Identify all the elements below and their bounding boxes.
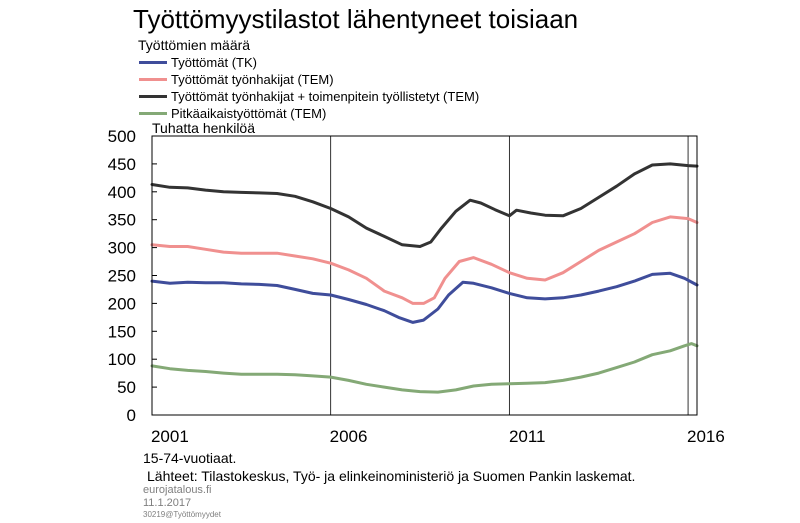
plot-frame <box>151 135 698 416</box>
legend-label: Pitkäaikaistyöttömät (TEM) <box>171 106 327 121</box>
chart-title: Työttömyystilastot lähentyneet toisiaan <box>133 4 579 34</box>
legend-item-tem-plus: Työttömät työnhakijat + toimenpitein työ… <box>139 88 479 105</box>
y-tick-label: 100 <box>108 350 136 369</box>
legend-swatch <box>139 78 167 81</box>
legend-item-tk: Työttömät (TK) <box>139 54 479 71</box>
x-tick-label: 2016 <box>687 427 725 446</box>
y-tick-label: 400 <box>108 183 136 202</box>
footer-site: eurojatalous.fi <box>143 484 212 496</box>
chart-subtitle: Työttömien määrä <box>138 37 251 53</box>
note-age-range: 15-74-vuotiaat. <box>143 450 237 466</box>
y-axis-unit-label: Tuhatta henkilöä <box>152 120 255 136</box>
y-tick-label: 500 <box>108 127 136 146</box>
y-tick-label: 250 <box>108 267 136 286</box>
grid <box>330 136 689 415</box>
x-tick-label: 2011 <box>509 427 546 446</box>
x-tick-label: 2001 <box>151 427 189 446</box>
legend-label: Työttömät (TK) <box>171 55 257 70</box>
series-line-2 <box>150 215 699 305</box>
y-tick-label: 200 <box>108 294 136 313</box>
y-axis: 0 50 100 150 200 250 300 350 400 450 500 <box>108 127 157 425</box>
legend: Työttömät (TK) Työttömät työnhakijat (TE… <box>139 54 479 122</box>
series-line-3 <box>150 162 699 248</box>
y-tick-label: 50 <box>117 378 136 397</box>
footer-date: 11.1.2017 <box>143 497 192 509</box>
legend-item-tem: Työttömät työnhakijat (TEM) <box>139 71 479 88</box>
y-tick-label: 0 <box>127 406 136 425</box>
x-axis: 2001 2006 2011 2016 <box>151 427 725 446</box>
x-tick-label: 2006 <box>330 427 368 446</box>
notes: 15-74-vuotiaat. Lähteet: Tilastokeskus, … <box>143 449 635 485</box>
y-tick-label: 350 <box>108 211 136 230</box>
series-line-1 <box>150 271 699 324</box>
series-line-4 <box>150 342 699 394</box>
y-tick-label: 150 <box>108 322 136 341</box>
legend-item-long-term: Pitkäaikaistyöttömät (TEM) <box>139 105 479 122</box>
legend-swatch <box>139 61 167 64</box>
legend-swatch <box>139 95 167 98</box>
footer: eurojatalous.fi 11.1.2017 30219@Työttömy… <box>143 484 221 520</box>
note-sources: Lähteet: Tilastokeskus, Työ- ja elinkein… <box>147 468 636 484</box>
legend-swatch <box>139 112 167 115</box>
footer-code: 30219@Työttömyydet <box>143 510 221 519</box>
series-group <box>150 162 699 394</box>
y-tick-label: 300 <box>108 239 136 258</box>
legend-label: Työttömät työnhakijat + toimenpitein työ… <box>171 89 480 104</box>
y-tick-label: 450 <box>108 155 136 174</box>
legend-label: Työttömät työnhakijat (TEM) <box>171 72 334 87</box>
